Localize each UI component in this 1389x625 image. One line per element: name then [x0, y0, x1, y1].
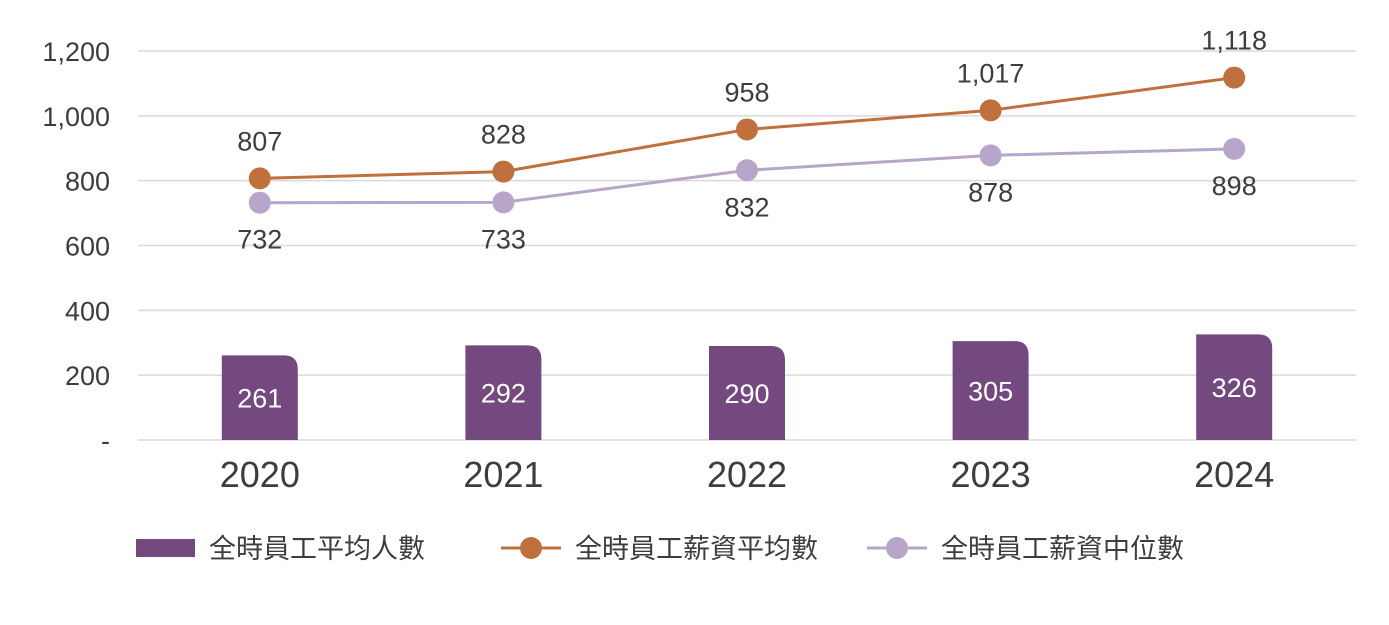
line-series: 807 828 958 1,017 1,118 732 733 832 878 898: [237, 26, 1267, 255]
line-value-label: 958: [724, 77, 769, 107]
line-point: [736, 159, 758, 182]
legend-marker: [886, 537, 908, 559]
bar-series: 261 292 290 305 326: [221, 334, 1273, 440]
line-value-label: 807: [237, 126, 282, 156]
bar-2020: [221, 355, 298, 440]
legend-marker: [520, 537, 542, 559]
legend-label: 全時員工薪資平均數: [575, 534, 818, 564]
line-point: [492, 160, 515, 183]
x-tick-label: 2023: [951, 454, 1031, 495]
y-tick-label: 1,000: [42, 102, 110, 132]
bar-value-label: 326: [1212, 373, 1257, 403]
bar-value-label: 292: [481, 379, 526, 409]
y-tick-label: 200: [65, 361, 110, 391]
line-point: [492, 191, 515, 214]
bar-2021: [465, 345, 542, 440]
x-tick-label: 2021: [463, 454, 543, 495]
line-point: [979, 144, 1002, 167]
line-point: [248, 191, 271, 214]
y-tick-label: 600: [65, 232, 110, 262]
y-tick-label: 1,200: [42, 37, 110, 67]
line-point: [248, 167, 271, 190]
line-value-label: 732: [237, 225, 282, 255]
y-axis-ticks: - 200 400 600 800 1,000 1,200: [42, 37, 110, 456]
x-axis-ticks: 2020 2021 2022 2023 2024: [220, 454, 1274, 495]
line-value-label: 828: [481, 120, 526, 150]
bar-value-label: 261: [237, 384, 282, 414]
bar-2023: [952, 341, 1029, 440]
line-value-label: 1,118: [1201, 26, 1267, 56]
bar-2022: [709, 345, 785, 440]
x-tick-label: 2022: [707, 454, 787, 495]
y-tick-label: 800: [65, 167, 110, 197]
bar-value-label: 290: [724, 379, 769, 409]
legend-label: 全時員工平均人數: [209, 534, 425, 564]
line-point: [1223, 66, 1246, 89]
line-value-label: 733: [481, 224, 526, 254]
x-tick-label: 2024: [1194, 454, 1274, 495]
line-value-label: 1,017: [957, 58, 1025, 88]
y-tick-label: -: [101, 426, 110, 456]
x-tick-label: 2020: [220, 454, 300, 495]
line-value-label: 878: [968, 177, 1013, 207]
bar-2024: [1196, 334, 1273, 440]
line-point: [736, 118, 758, 141]
line-value-label: 832: [724, 192, 769, 222]
bar-value-label: 305: [968, 377, 1013, 407]
line-point: [1223, 137, 1246, 160]
legend-swatch: [136, 539, 195, 557]
legend-label: 全時員工薪資中位數: [941, 534, 1184, 564]
y-tick-label: 400: [65, 296, 110, 326]
line-point: [979, 99, 1002, 122]
legend: 全時員工平均人數 全時員工薪資平均數 全時員工薪資中位數: [136, 534, 1184, 564]
line-value-label: 898: [1212, 171, 1257, 201]
